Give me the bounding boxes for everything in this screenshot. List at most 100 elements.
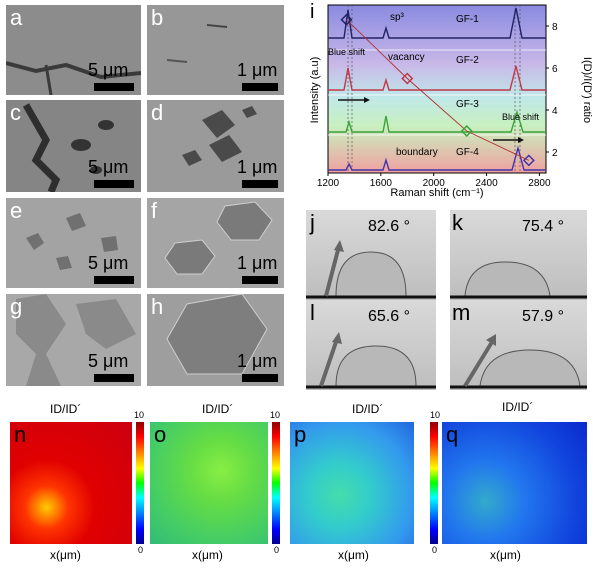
y-tick-label: 4: [552, 106, 558, 117]
spectrum-gf1: [328, 7, 546, 39]
contact-angle-panel-m: m 57.9 °: [450, 300, 587, 390]
annotation-sp3: sp³: [390, 12, 405, 23]
spectrum-label-gf1: GF-1: [456, 14, 479, 25]
panel-label: p: [294, 422, 307, 447]
panel-label: i: [310, 1, 314, 23]
panel-label: q: [446, 422, 459, 447]
spectrum-gf3: [328, 109, 546, 133]
panel-label: m: [452, 300, 471, 325]
map-image: [150, 422, 268, 544]
spectrum-gf4: [328, 145, 546, 171]
map-image: [442, 422, 587, 544]
colorbar-min: 0: [274, 545, 280, 555]
sem-panel-e: e 5 μm: [6, 198, 141, 288]
colorbar-max: 10: [270, 410, 281, 420]
x-tick-label: 2800: [528, 178, 551, 189]
map-xlabel: x(μm): [50, 548, 81, 562]
panel-label: o: [154, 422, 167, 447]
scale-text: 1 μm: [237, 60, 278, 80]
annotation-blue-shift-left: Blue shift: [328, 47, 366, 57]
panel-label: k: [452, 210, 463, 235]
scale-bar: [242, 83, 278, 91]
scale-text: 1 μm: [237, 157, 278, 177]
contact-angle-panel-k: k 75.4 °: [450, 210, 587, 300]
sem-panel-d: d 1 μm: [147, 100, 284, 192]
annotation-boundary: boundary: [396, 147, 438, 158]
map-title: ID/ID´: [50, 402, 82, 416]
panel-label: l: [310, 300, 315, 325]
y-tick-label: 8: [552, 22, 558, 33]
scale-text: 5 μm: [88, 351, 129, 371]
scale-text: 1 μm: [237, 253, 278, 273]
scale-bar: [94, 180, 134, 188]
colorbar: [430, 422, 438, 544]
ratio-point-gf-4: [522, 154, 535, 167]
panel-label: c: [10, 100, 21, 125]
map-title: ID/ID´: [352, 402, 384, 416]
x-tick-label: 1600: [370, 178, 393, 189]
scale-text: 5 μm: [88, 253, 129, 273]
colorbar-min: 0: [432, 545, 438, 555]
spectrum-label-gf3: GF-3: [456, 99, 479, 110]
panel-label: f: [151, 198, 158, 223]
raman-map-o: ID/ID´ o 10 0 x(μm): [150, 400, 290, 571]
contact-angle-panel-l: l 65.6 °: [306, 300, 436, 390]
x-axis-label: Raman shift (cm⁻¹): [390, 187, 483, 199]
colorbar-min: 0: [138, 545, 144, 555]
panel-label: j: [310, 210, 315, 235]
sem-panel-h: h 1 μm: [147, 294, 284, 386]
y-tick-label: 6: [552, 64, 558, 75]
annotation-blue-shift-right: Blue shift: [502, 112, 540, 122]
y-axis-label-left: Intensity (a.u): [309, 57, 321, 124]
map-image: [290, 422, 414, 544]
sem-panel-a: a 5 μm: [6, 5, 141, 95]
raman-map-p: ID/ID´ p x(μm): [290, 400, 430, 571]
scale-bar: [94, 276, 134, 284]
map-xlabel: x(μm): [490, 548, 521, 562]
colorbar: [272, 422, 280, 544]
ratio-point-gf-1: [340, 13, 353, 26]
sem-panel-g: g 5 μm: [6, 294, 141, 386]
panel-label: d: [151, 100, 164, 125]
colorbar-max: 10: [430, 410, 441, 420]
sem-panel-f: f 1 μm: [147, 198, 284, 288]
raman-map-n: ID/ID´ n 10 0 x(μm): [10, 400, 150, 571]
spectrum-label-gf4: GF-4: [456, 147, 479, 158]
scale-bar: [242, 180, 278, 188]
contact-angle-value: 57.9 °: [522, 308, 564, 325]
raman-chart: sp³ vacancy boundary Blue shift Blue shi…: [309, 1, 593, 199]
contact-angle-panel-j: j 82.6 °: [306, 210, 436, 300]
sem-panel-b: b 1 μm: [147, 5, 284, 95]
panel-label: g: [10, 294, 23, 319]
x-tick-label: 2000: [423, 178, 446, 189]
spectrum-label-gf2: GF-2: [456, 55, 479, 66]
contact-angle-value: 65.6 °: [368, 308, 410, 325]
map-xlabel: x(μm): [192, 548, 223, 562]
panel-label: a: [10, 5, 23, 30]
contact-angle-value: 75.4 °: [522, 218, 564, 235]
map-title: ID/ID´: [202, 402, 234, 416]
scale-text: 5 μm: [88, 157, 129, 177]
panel-label: h: [151, 294, 164, 319]
panel-label: e: [10, 198, 23, 223]
raman-map-q: ID/ID´ 10 0 q x(μm): [430, 400, 590, 571]
map-title: ID/ID´: [502, 400, 534, 414]
ratio-point-gf-3: [460, 124, 473, 138]
x-tick-label: 1200: [317, 178, 340, 189]
panel-label: n: [14, 422, 27, 447]
x-tick-label: 2400: [475, 178, 498, 189]
annotation-vacancy: vacancy: [388, 52, 425, 63]
map-xlabel: x(μm): [338, 548, 369, 562]
panel-label: b: [151, 5, 164, 30]
y-tick-label: 2: [552, 148, 558, 159]
sem-panel-c: c 5 μm: [6, 100, 141, 192]
ratio-point-gf-2: [401, 72, 414, 85]
scale-bar: [94, 374, 134, 382]
contact-angle-value: 82.6 °: [368, 218, 410, 235]
ratio-trend-line: [346, 19, 530, 161]
colorbar: [136, 422, 144, 544]
scale-text: 1 μm: [237, 351, 278, 371]
scale-text: 5 μm: [88, 60, 129, 80]
scale-bar: [242, 276, 278, 284]
colorbar-max: 10: [134, 410, 145, 420]
